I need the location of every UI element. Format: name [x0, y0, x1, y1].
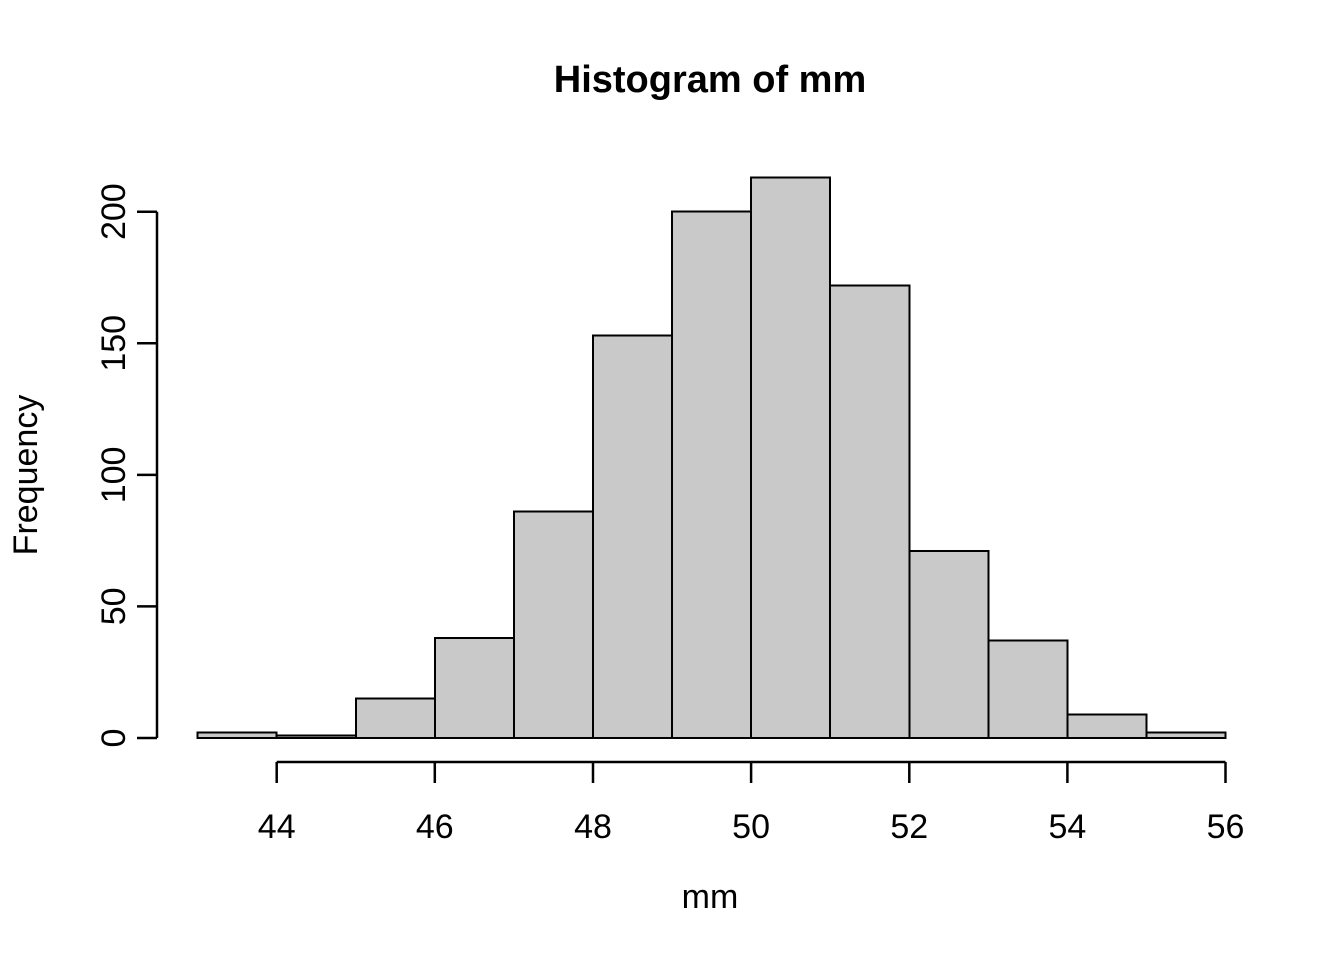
- y-tick-label: 150: [95, 315, 133, 372]
- histogram-bar: [671, 210, 753, 739]
- histogram-bars: [196, 176, 1227, 740]
- histogram-bar: [512, 510, 595, 740]
- histogram-bar: [354, 697, 436, 739]
- y-tick-label: 200: [95, 183, 133, 240]
- x-axis-label: mm: [682, 878, 739, 916]
- histogram-bar: [829, 284, 911, 739]
- x-tick-label: 48: [574, 808, 612, 846]
- y-axis-label: Frequency: [7, 395, 45, 556]
- histogram-bar: [196, 731, 278, 740]
- y-tick-label: 50: [95, 587, 133, 625]
- histogram-bar: [275, 734, 357, 740]
- histogram-bar: [1145, 731, 1227, 740]
- x-tick-label: 52: [890, 808, 928, 846]
- chart-title: Histogram of mm: [554, 59, 866, 101]
- histogram-bar: [433, 637, 515, 739]
- histogram-bar: [987, 639, 1069, 739]
- histogram-bar: [750, 176, 832, 739]
- x-tick-label: 50: [732, 808, 770, 846]
- y-tick-label: 0: [95, 729, 133, 748]
- y-tick-label: 100: [95, 447, 133, 504]
- axes: 44 46 48 50 52 54 56 0 50 100 150 200: [95, 183, 1244, 846]
- x-tick-label: 44: [258, 808, 296, 846]
- x-tick-label: 56: [1207, 808, 1245, 846]
- histogram-bar: [908, 550, 990, 740]
- x-tick-label: 54: [1048, 808, 1086, 846]
- histogram-bar: [1066, 713, 1148, 739]
- histogram-bar: [592, 334, 674, 739]
- x-tick-label: 46: [416, 808, 454, 846]
